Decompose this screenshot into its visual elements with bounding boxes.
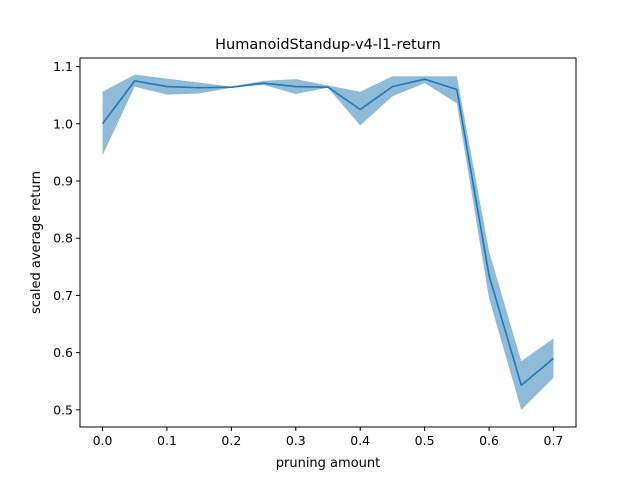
x-tick-label: 0.0 xyxy=(93,433,113,448)
y-tick-label: 0.6 xyxy=(53,345,73,360)
series-line xyxy=(101,78,554,387)
chart-title: HumanoidStandup-v4-l1-return xyxy=(215,37,441,53)
confidence-band-layer xyxy=(102,74,554,410)
x-tick-label: 0.6 xyxy=(479,433,499,448)
plot-frame xyxy=(79,57,577,428)
x-axis-ticks: 0.0 0.1 0.2 0.3 0.4 0.5 0.6 0.7 xyxy=(93,427,564,448)
x-tick-label: 0.5 xyxy=(415,433,435,448)
y-tick-label: 1.0 xyxy=(53,116,73,131)
y-axis-label: scaled average return xyxy=(29,171,44,314)
y-tick-label: 1.1 xyxy=(53,59,73,74)
x-tick-label: 0.1 xyxy=(157,433,177,448)
x-axis-label: pruning amount xyxy=(276,456,380,471)
y-tick-label: 0.8 xyxy=(53,231,73,246)
x-tick-label: 0.4 xyxy=(350,433,370,448)
y-axis-ticks: 0.5 0.6 0.7 0.8 0.9 1.0 1.1 xyxy=(53,59,80,417)
confidence-band xyxy=(102,74,554,410)
x-tick-label: 0.7 xyxy=(544,433,564,448)
x-tick-label: 0.3 xyxy=(286,433,306,448)
x-tick-label: 0.2 xyxy=(221,433,241,448)
y-tick-label: 0.5 xyxy=(53,402,73,417)
series-line-layer xyxy=(101,78,554,387)
y-tick-label: 0.9 xyxy=(53,174,73,189)
y-tick-label: 0.7 xyxy=(53,288,73,303)
